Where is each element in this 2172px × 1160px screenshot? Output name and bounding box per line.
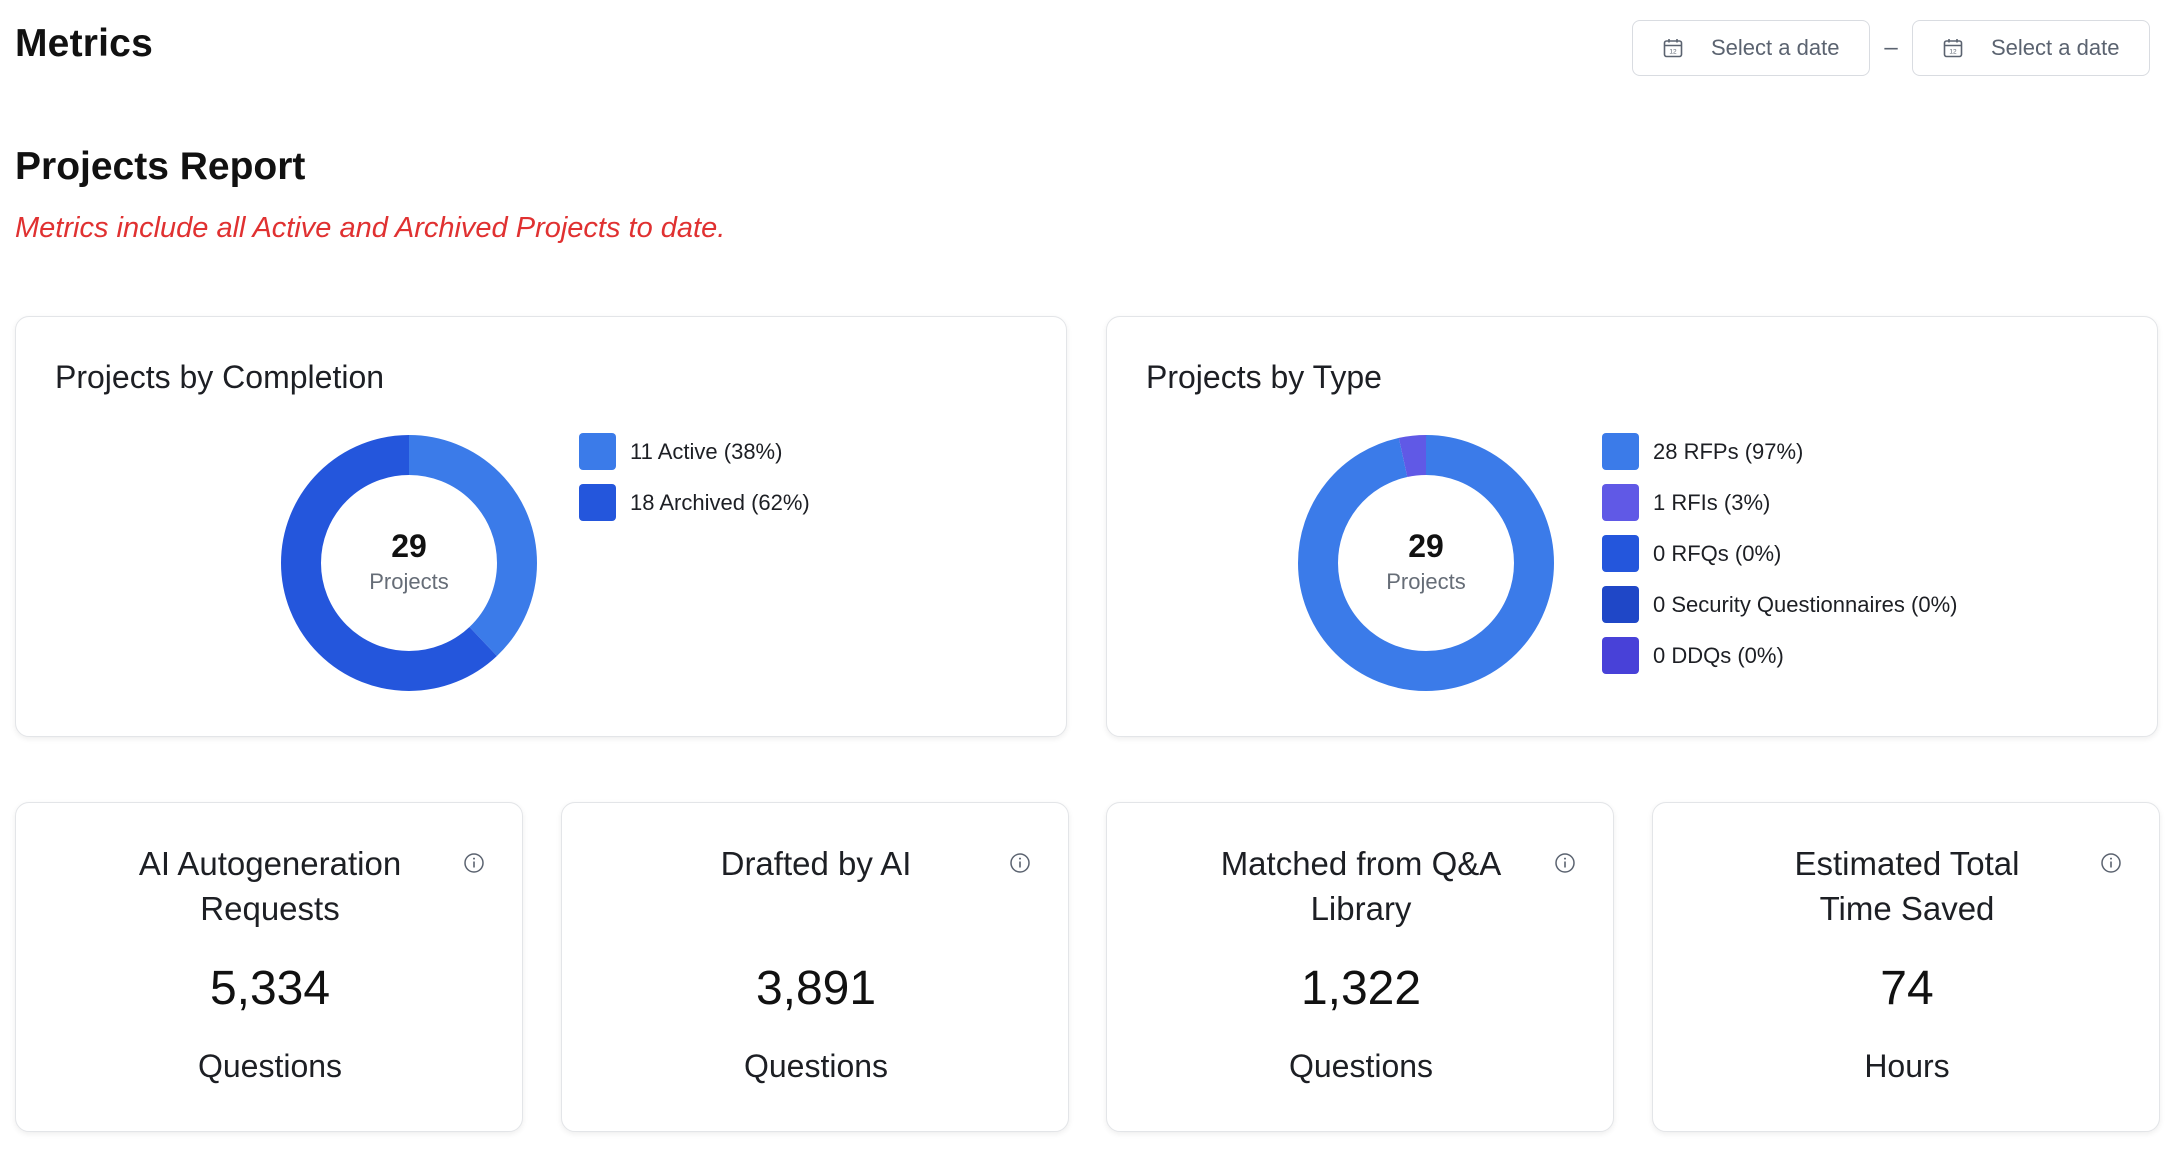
- type-card-title: Projects by Type: [1146, 359, 1382, 395]
- stat-title: Estimated Total Time Saved: [1794, 845, 2020, 927]
- legend-swatch-active: [579, 433, 616, 470]
- legend-swatch-ddqs: [1602, 637, 1639, 674]
- stat-unit: Hours: [1864, 1048, 1950, 1084]
- legend-item-rfqs: 0 RFQs (0%): [1602, 528, 1957, 579]
- report-note: Metrics include all Active and Archived …: [15, 212, 726, 244]
- info-icon[interactable]: [1553, 851, 1577, 875]
- start-date-label: Select a date: [1711, 35, 1840, 60]
- legend-item-security-questionnaires: 0 Security Questionnaires (0%): [1602, 579, 1957, 630]
- legend-label-ddqs: 0 DDQs (0%): [1653, 642, 1784, 668]
- stat-title: AI Autogeneration Requests: [138, 845, 402, 927]
- completion-donut: 29 Projects: [281, 435, 537, 691]
- legend-label-archived: 18 Archived (62%): [630, 489, 810, 515]
- stat-card-drafted-by-ai: Drafted by AI 3,891 Questions: [561, 802, 1069, 1132]
- legend-swatch-archived: [579, 484, 616, 521]
- type-card: Projects by Type 29 Projects 28 RFPs (97…: [1106, 316, 2158, 737]
- donut-slice-archived: [281, 435, 537, 691]
- legend-swatch-rfis: [1602, 484, 1639, 521]
- calendar-icon: 12: [1943, 39, 1963, 58]
- info-icon[interactable]: [2099, 851, 2123, 875]
- svg-text:12: 12: [1669, 49, 1677, 56]
- type-legend: 28 RFPs (97%) 1 RFIs (3%) 0 RFQs (0%) 0 …: [1602, 426, 1957, 681]
- legend-item-active: 11 Active (38%): [579, 426, 810, 477]
- completion-legend: 11 Active (38%) 18 Archived (62%): [579, 426, 810, 528]
- stat-value: 74: [1880, 962, 1934, 1015]
- completion-card: Projects by Completion 29 Projects 11 Ac…: [15, 316, 1067, 737]
- info-icon[interactable]: [1008, 851, 1032, 875]
- end-date-label: Select a date: [1991, 35, 2120, 60]
- legend-item-archived: 18 Archived (62%): [579, 477, 810, 528]
- calendar-icon: 12: [1663, 39, 1683, 58]
- end-date-button[interactable]: 12 Select a date: [1912, 20, 2150, 76]
- legend-item-rfis: 1 RFIs (3%): [1602, 477, 1957, 528]
- legend-label-active: 11 Active (38%): [630, 438, 783, 464]
- completion-card-title: Projects by Completion: [55, 359, 385, 395]
- start-date-button[interactable]: 12 Select a date: [1632, 20, 1870, 76]
- stat-unit: Questions: [197, 1048, 343, 1084]
- donut-slice-rfis: [1298, 435, 1554, 691]
- type-total: 29: [1408, 528, 1444, 564]
- page-title: Metrics: [15, 22, 153, 65]
- legend-label-security-questionnaires: 0 Security Questionnaires (0%): [1653, 591, 1958, 617]
- type-total-unit: Projects: [1386, 569, 1466, 594]
- stat-value: 5,334: [209, 962, 331, 1015]
- stat-value: 3,891: [755, 962, 877, 1015]
- legend-item-ddqs: 0 DDQs (0%): [1602, 630, 1957, 681]
- stat-title: Drafted by AI: [720, 845, 912, 882]
- legend-label-rfps: 28 RFPs (97%): [1653, 438, 1804, 464]
- stat-card-matched-library: Matched from Q&A Library 1,322 Questions: [1106, 802, 1614, 1132]
- legend-label-rfis: 1 RFIs (3%): [1653, 489, 1771, 515]
- completion-total-unit: Projects: [369, 569, 449, 594]
- info-icon[interactable]: [462, 851, 486, 875]
- type-donut-center: 29 Projects: [1298, 435, 1554, 691]
- date-range-picker: 12 Select a date – 12 Select a date: [1632, 20, 2150, 76]
- stat-value: 1,322: [1300, 962, 1422, 1015]
- type-donut: 29 Projects: [1298, 435, 1554, 691]
- stat-unit: Questions: [1288, 1048, 1434, 1084]
- completion-total: 29: [391, 528, 427, 564]
- stat-title: Matched from Q&A Library: [1220, 845, 1502, 927]
- legend-swatch-security-questionnaires: [1602, 586, 1639, 623]
- type-donut-chart: [1298, 435, 1554, 691]
- legend-swatch-rfqs: [1602, 535, 1639, 572]
- completion-donut-center: 29 Projects: [281, 435, 537, 691]
- stat-unit: Questions: [743, 1048, 889, 1084]
- completion-donut-chart: [281, 435, 537, 691]
- legend-label-rfqs: 0 RFQs (0%): [1653, 540, 1782, 566]
- date-range-separator: –: [1884, 34, 1898, 61]
- legend-swatch-rfps: [1602, 433, 1639, 470]
- stat-card-ai-autogeneration: AI Autogeneration Requests 5,334 Questio…: [15, 802, 523, 1132]
- report-title: Projects Report: [15, 145, 306, 188]
- legend-item-rfps: 28 RFPs (97%): [1602, 426, 1957, 477]
- svg-text:12: 12: [1949, 49, 1957, 56]
- stat-card-time-saved: Estimated Total Time Saved 74 Hours: [1652, 802, 2160, 1132]
